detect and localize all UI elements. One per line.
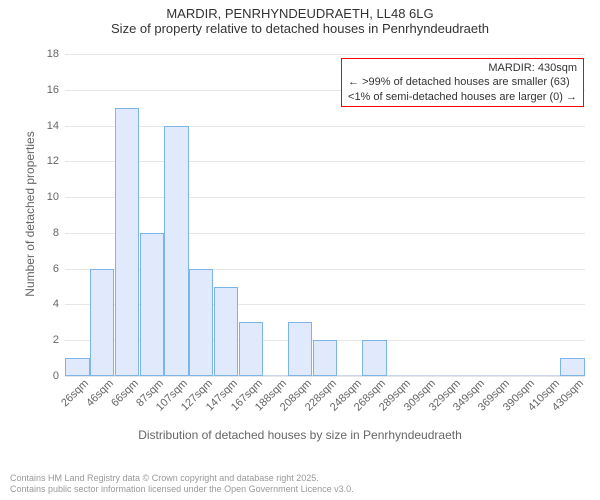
y-tick-label: 2	[53, 334, 65, 346]
y-axis-title: Number of detached properties	[23, 114, 37, 314]
callout-line3: <1% of semi-detached houses are larger (…	[348, 90, 577, 104]
bar	[362, 340, 386, 376]
bar	[560, 358, 584, 376]
grid-line	[65, 197, 585, 198]
x-tick-label: 66sqm	[108, 376, 141, 409]
bar	[214, 287, 238, 376]
bar	[313, 340, 337, 376]
x-axis-title: Distribution of detached houses by size …	[0, 428, 600, 442]
grid-line	[65, 126, 585, 127]
y-tick-label: 12	[47, 155, 65, 167]
footnote: Contains HM Land Registry data © Crown c…	[10, 473, 354, 496]
y-tick-label: 0	[53, 370, 65, 382]
bar	[288, 322, 312, 376]
bar	[239, 322, 263, 376]
title-line1: MARDIR, PENRHYNDEUDRAETH, LL48 6LG	[0, 6, 600, 21]
grid-line	[65, 54, 585, 55]
y-tick-label: 18	[47, 48, 65, 60]
bar	[164, 126, 188, 376]
stats-callout: MARDIR: 430sqm ← >99% of detached houses…	[341, 58, 584, 107]
grid-line	[65, 376, 585, 377]
y-tick-label: 14	[47, 120, 65, 132]
bar	[115, 108, 139, 376]
x-tick-label: 46sqm	[83, 376, 116, 409]
bar	[90, 269, 114, 376]
grid-line	[65, 161, 585, 162]
bar	[189, 269, 213, 376]
title-line2: Size of property relative to detached ho…	[0, 21, 600, 36]
y-tick-label: 8	[53, 227, 65, 239]
footnote-line1: Contains HM Land Registry data © Crown c…	[10, 473, 354, 485]
y-tick-label: 10	[47, 191, 65, 203]
bar	[65, 358, 89, 376]
chart-title: MARDIR, PENRHYNDEUDRAETH, LL48 6LG Size …	[0, 0, 600, 36]
bar	[140, 233, 164, 376]
y-tick-label: 4	[53, 298, 65, 310]
y-tick-label: 16	[47, 84, 65, 96]
footnote-line2: Contains public sector information licen…	[10, 484, 354, 496]
callout-line1: MARDIR: 430sqm	[348, 61, 577, 75]
y-tick-label: 6	[53, 263, 65, 275]
callout-line2: ← >99% of detached houses are smaller (6…	[348, 75, 577, 89]
